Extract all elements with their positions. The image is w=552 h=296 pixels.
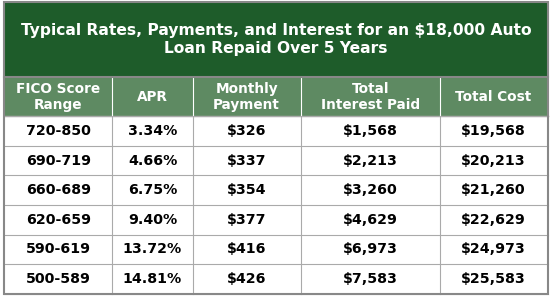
Text: $337: $337 — [227, 154, 267, 168]
Text: $4,629: $4,629 — [343, 213, 397, 227]
Text: $416: $416 — [227, 242, 267, 256]
Text: $22,629: $22,629 — [461, 213, 526, 227]
Text: Monthly
Payment: Monthly Payment — [213, 82, 280, 112]
Text: 4.66%: 4.66% — [128, 154, 177, 168]
Text: $377: $377 — [227, 213, 267, 227]
Text: $2,213: $2,213 — [343, 154, 397, 168]
Text: FICO Score
Range: FICO Score Range — [17, 82, 100, 112]
Text: 590-619: 590-619 — [26, 242, 91, 256]
Text: Total
Interest Paid: Total Interest Paid — [321, 82, 420, 112]
Text: 6.75%: 6.75% — [128, 183, 177, 197]
Bar — [4, 205, 548, 234]
Text: 720-850: 720-850 — [26, 124, 91, 138]
Text: Typical Rates, Payments, and Interest for an $18,000 Auto
Loan Repaid Over 5 Yea: Typical Rates, Payments, and Interest fo… — [20, 23, 532, 56]
Text: Total Cost: Total Cost — [455, 90, 532, 104]
Bar — [4, 146, 548, 176]
Text: $426: $426 — [227, 272, 267, 286]
Text: 9.40%: 9.40% — [128, 213, 177, 227]
Text: $326: $326 — [227, 124, 267, 138]
Bar — [4, 116, 548, 146]
Text: APR: APR — [137, 90, 168, 104]
Text: $24,973: $24,973 — [461, 242, 526, 256]
Text: 690-719: 690-719 — [26, 154, 91, 168]
Bar — [4, 264, 548, 294]
Text: $21,260: $21,260 — [461, 183, 526, 197]
Bar — [4, 2, 548, 77]
Text: 620-659: 620-659 — [26, 213, 91, 227]
Text: 14.81%: 14.81% — [123, 272, 182, 286]
Text: $25,583: $25,583 — [461, 272, 526, 286]
Text: $20,213: $20,213 — [461, 154, 526, 168]
Text: $354: $354 — [227, 183, 267, 197]
Text: 13.72%: 13.72% — [123, 242, 182, 256]
Bar — [4, 77, 548, 116]
Bar — [4, 234, 548, 264]
Text: 500-589: 500-589 — [26, 272, 91, 286]
Bar — [4, 176, 548, 205]
Text: $7,583: $7,583 — [343, 272, 397, 286]
Text: $6,973: $6,973 — [343, 242, 397, 256]
Text: 3.34%: 3.34% — [128, 124, 177, 138]
Text: $1,568: $1,568 — [343, 124, 397, 138]
Text: $3,260: $3,260 — [343, 183, 397, 197]
Text: $19,568: $19,568 — [461, 124, 526, 138]
Text: 660-689: 660-689 — [26, 183, 91, 197]
